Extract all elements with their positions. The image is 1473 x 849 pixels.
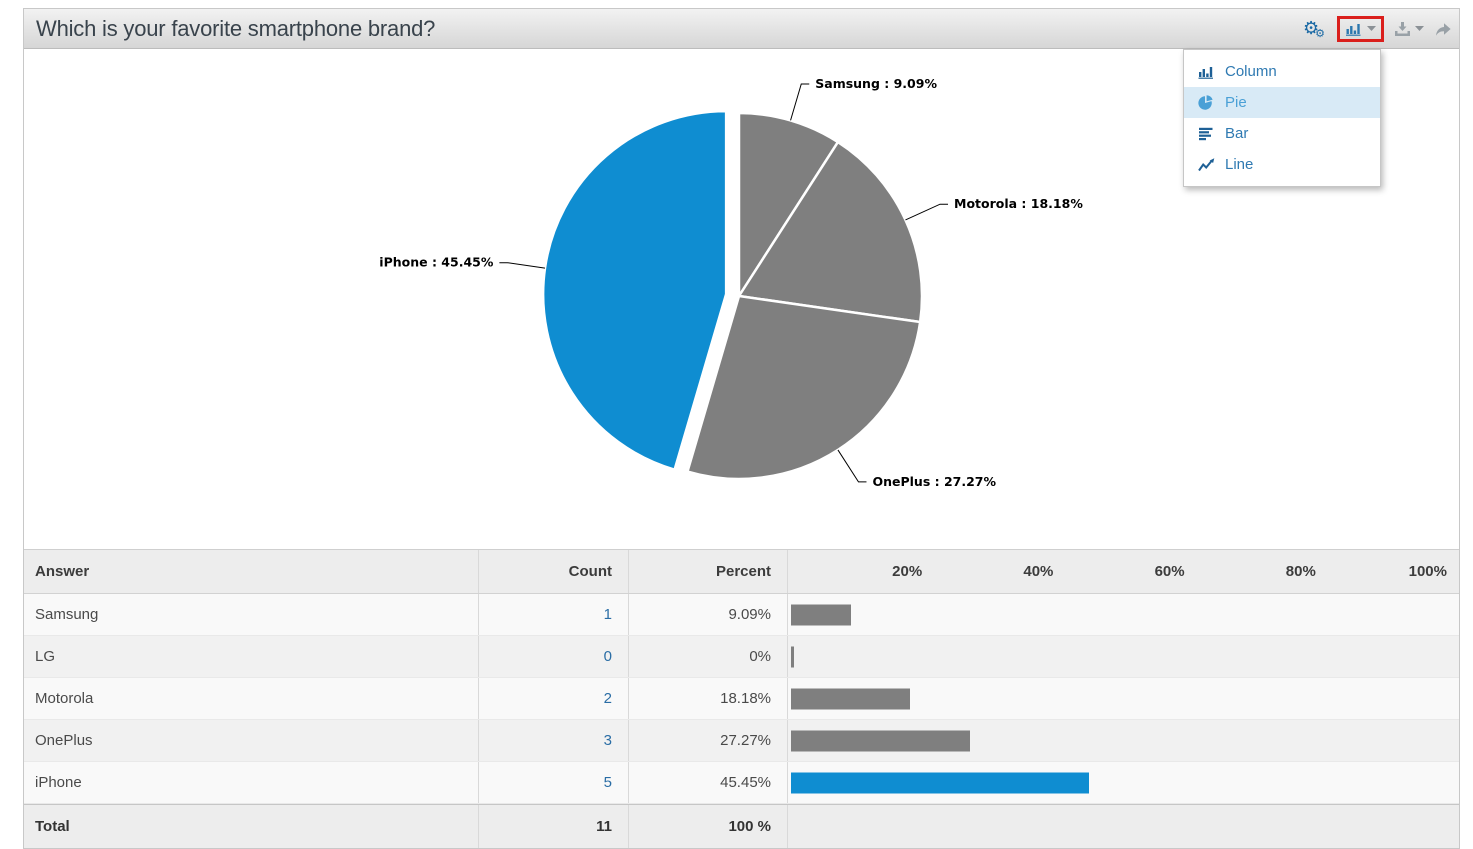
table-row: iPhone 5 45.45% <box>24 762 1459 804</box>
bar-cell <box>788 720 1459 761</box>
axis-tick-label: 40% <box>1023 563 1054 580</box>
export-button[interactable] <box>1395 21 1424 36</box>
percent-bar <box>791 646 794 667</box>
menu-item-line[interactable]: Line <box>1184 149 1380 180</box>
pie-label-connector <box>499 262 546 269</box>
total-percent: 100 % <box>629 805 788 848</box>
count-column-header: Count <box>479 550 629 593</box>
total-label: Total <box>24 805 479 848</box>
pie-label-connector <box>905 203 949 221</box>
column-chart-icon <box>1198 65 1216 79</box>
chevron-down-icon <box>1367 26 1376 31</box>
axis-tick-label: 20% <box>892 563 923 580</box>
percent-cell: 0% <box>629 636 788 677</box>
share-arrow-icon <box>1435 22 1451 36</box>
pie-label-connector <box>790 83 810 121</box>
pie-slice-iphone[interactable] <box>541 109 728 471</box>
axis-tick-label: 80% <box>1285 563 1316 580</box>
pie-chart-icon <box>1198 95 1216 110</box>
percent-cell: 27.27% <box>629 720 788 761</box>
menu-item-column[interactable]: Column <box>1184 56 1380 87</box>
pie-chart: Samsung : 9.09% Motorola : 18.18% OnePlus … <box>379 76 1083 489</box>
table-row: Motorola 2 18.18% <box>24 678 1459 720</box>
bar-axis-header: 20% 40% 60% 80% 100% <box>788 550 1459 593</box>
count-cell: 1 <box>479 594 629 635</box>
percent-bar <box>791 688 911 709</box>
answer-cell: LG <box>24 636 479 677</box>
count-cell: 5 <box>479 762 629 803</box>
answer-column-header: Answer <box>24 550 479 593</box>
count-cell: 2 <box>479 678 629 719</box>
bar-cell <box>788 636 1459 677</box>
axis-tick-label: 60% <box>1154 563 1185 580</box>
widget-header: Which is your favorite smartphone brand?… <box>24 9 1459 49</box>
percent-column-header: Percent <box>629 550 788 593</box>
bar-cell <box>788 678 1459 719</box>
count-cell: 3 <box>479 720 629 761</box>
bar-chart-icon <box>1198 127 1216 141</box>
download-icon <box>1395 21 1410 36</box>
pie-slice-label: iPhone : 45.45% <box>379 255 494 270</box>
count-value: 3 <box>603 732 612 749</box>
total-count: 11 <box>479 805 629 848</box>
pie-slice-motorola[interactable] <box>737 140 924 324</box>
count-cell: 0 <box>479 636 629 677</box>
line-chart-icon <box>1198 157 1216 172</box>
count-value: 5 <box>603 774 612 791</box>
menu-item-label: Column <box>1225 63 1277 80</box>
table-row: LG 0 0% <box>24 636 1459 678</box>
percent-cell: 9.09% <box>629 594 788 635</box>
bar-cell <box>788 762 1459 803</box>
pie-slice-label: Motorola : 18.18% <box>954 196 1083 211</box>
chart-type-button[interactable] <box>1345 22 1376 36</box>
pie-slice-label: Samsung : 9.09% <box>815 76 937 91</box>
menu-item-pie[interactable]: Pie <box>1184 87 1380 118</box>
table-header-row: Answer Count Percent 20% 40% 60% 80% 100% <box>24 550 1459 594</box>
results-table: Answer Count Percent 20% 40% 60% 80% 100% Sa… <box>24 549 1459 848</box>
percent-bar <box>791 730 970 751</box>
percent-cell: 18.18% <box>629 678 788 719</box>
answer-cell: Motorola <box>24 678 479 719</box>
menu-item-label: Line <box>1225 156 1254 173</box>
answer-cell: iPhone <box>24 762 479 803</box>
percent-cell: 45.45% <box>629 762 788 803</box>
share-button[interactable] <box>1435 22 1451 36</box>
count-value: 2 <box>603 690 612 707</box>
menu-item-label: Pie <box>1225 94 1247 111</box>
chevron-down-icon <box>1415 26 1424 31</box>
red-highlight-box <box>1337 15 1384 42</box>
table-body: Samsung 1 9.09% LG 0 0% Motorola 2 18.18% OnePlus… <box>24 594 1459 804</box>
gear-icon: ⚙ <box>1302 17 1320 39</box>
total-bar-cell <box>788 805 1459 848</box>
chart-type-menu: Column Pie Bar Line <box>1183 49 1381 187</box>
pie-label-connector <box>837 449 867 483</box>
answer-cell: Samsung <box>24 594 479 635</box>
count-value: 1 <box>603 606 612 623</box>
axis-tick-label: 100% <box>1408 563 1447 580</box>
pie-chart-area: Samsung : 9.09% Motorola : 18.18% OnePlus … <box>24 49 1459 549</box>
page-title: Which is your favorite smartphone brand? <box>36 16 436 41</box>
table-row: Samsung 1 9.09% <box>24 594 1459 636</box>
table-row: OnePlus 3 27.27% <box>24 720 1459 762</box>
answer-cell: OnePlus <box>24 720 479 761</box>
column-chart-icon <box>1345 22 1362 36</box>
percent-bar <box>791 772 1090 793</box>
pie-slice-label: OnePlus : 27.27% <box>872 474 996 489</box>
pie-slice-oneplus[interactable] <box>686 294 922 481</box>
percent-bar <box>791 604 851 625</box>
count-value: 0 <box>603 648 612 665</box>
toolbar: ⚙ ⚙ <box>1292 9 1451 48</box>
total-row: Total 11 100 % <box>24 804 1459 848</box>
bar-cell <box>788 594 1459 635</box>
pie-slice-samsung[interactable] <box>737 111 840 298</box>
gear-small-icon: ⚙ <box>1315 26 1325 40</box>
menu-item-bar[interactable]: Bar <box>1184 118 1380 149</box>
settings-button[interactable]: ⚙ ⚙ <box>1303 19 1325 39</box>
question-stats-widget: Which is your favorite smartphone brand?… <box>23 8 1460 849</box>
menu-item-label: Bar <box>1225 125 1249 142</box>
